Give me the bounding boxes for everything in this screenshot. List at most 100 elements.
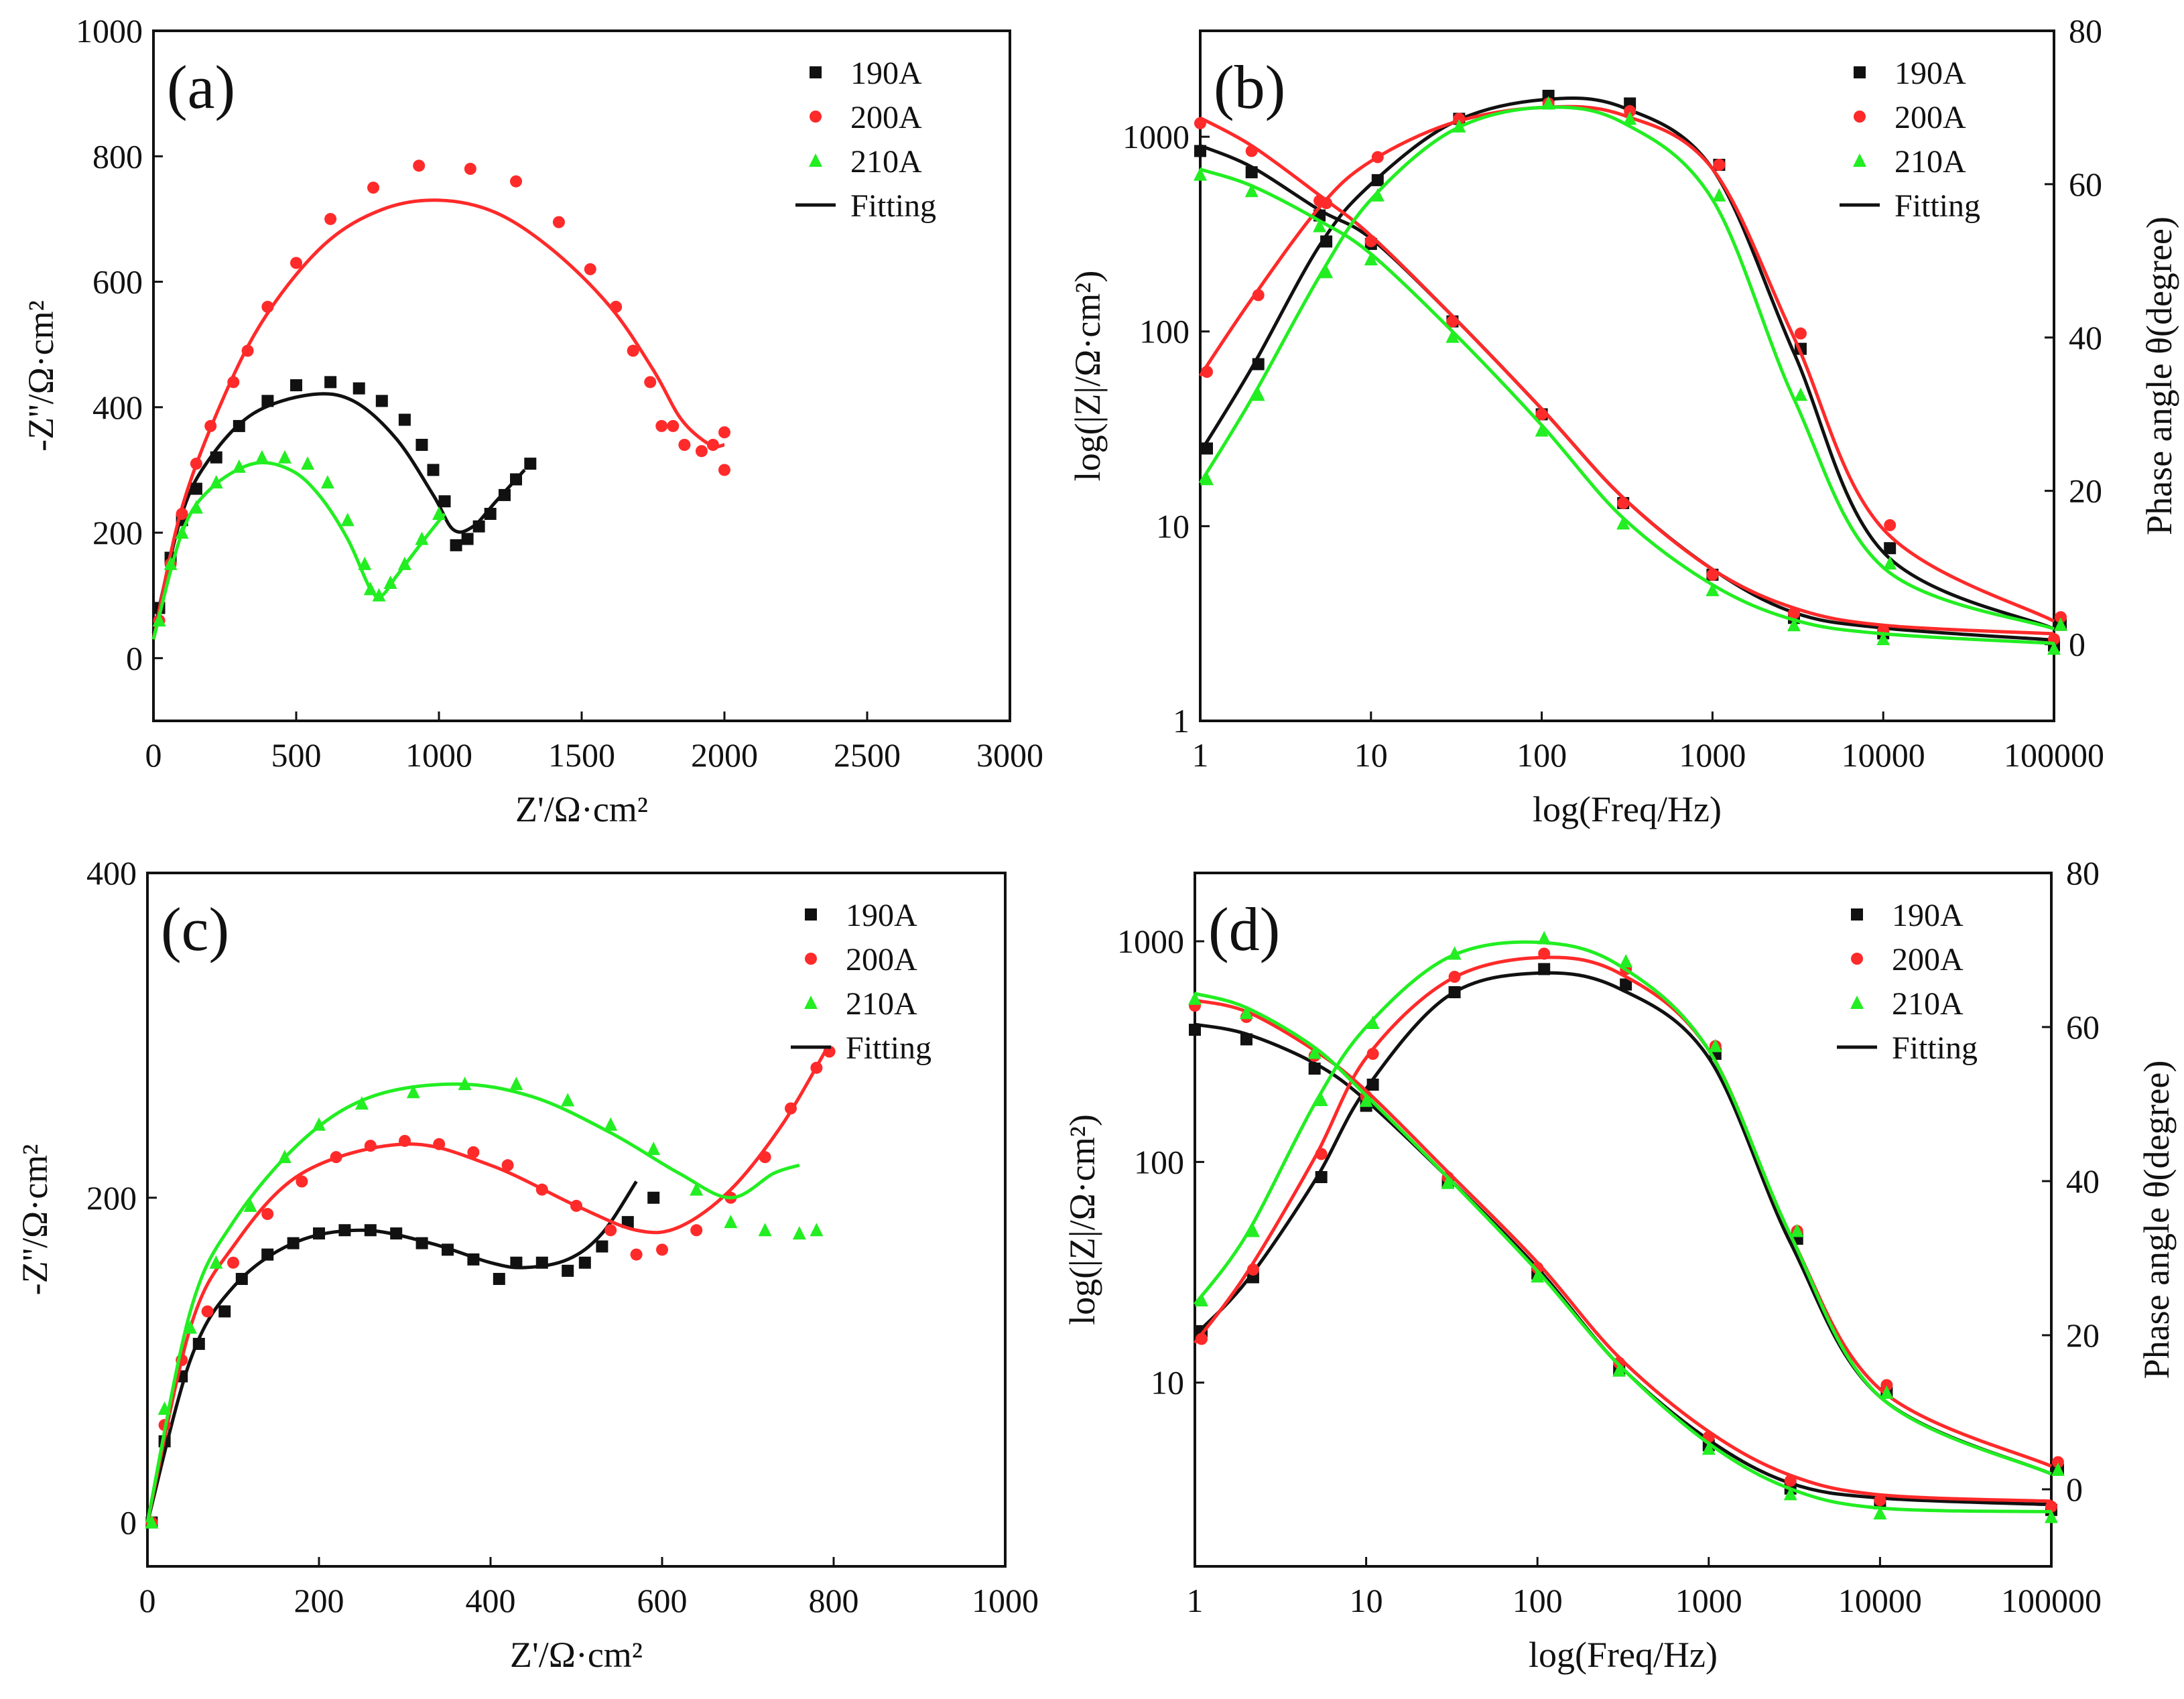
data-point-210A xyxy=(647,1142,661,1156)
data-point-190A xyxy=(535,1256,548,1269)
x-tick-label: 10000 xyxy=(1842,736,1925,774)
phase-point-200A xyxy=(1201,366,1213,378)
data-point-200A xyxy=(667,419,680,432)
x-tick-label: 200 xyxy=(294,1582,344,1619)
panel-label: (b) xyxy=(1214,53,1285,121)
phase-point-200A xyxy=(1315,1148,1328,1160)
x-tick-label: 1000 xyxy=(1679,736,1746,774)
data-point-210A xyxy=(175,525,189,539)
data-point-200A xyxy=(718,426,730,439)
modulus-point-210A xyxy=(1446,329,1460,343)
y-tick-label: 0 xyxy=(126,639,143,677)
data-point-200A xyxy=(535,1183,548,1196)
y2-tick-label: 20 xyxy=(2069,472,2102,510)
y2-tick-label: 80 xyxy=(2069,12,2102,50)
legend-item-200a: 200A xyxy=(1851,942,1964,977)
data-point-210A xyxy=(561,1093,575,1107)
legend-marker xyxy=(809,153,822,167)
series-210A xyxy=(145,1077,824,1529)
modulus-point-210A xyxy=(1307,1045,1322,1059)
fit-line-phase-210A xyxy=(1193,940,2053,1476)
panel-label: (d) xyxy=(1208,895,1280,963)
legend-item-fitting: Fitting xyxy=(1837,1030,1978,1066)
data-point-210A xyxy=(243,1198,257,1212)
data-point-200A xyxy=(759,1151,771,1164)
x-tick-label: 800 xyxy=(809,1582,859,1619)
data-point-200A xyxy=(190,458,202,470)
data-point-190A xyxy=(324,376,337,389)
data-point-210A xyxy=(792,1226,806,1240)
legend-label: Fitting xyxy=(850,188,936,224)
y-axis-label: log(|Z|/Ω·cm²) xyxy=(1062,1114,1102,1325)
data-point-210A xyxy=(372,588,386,602)
y-axis-label: -Z''/Ω·cm² xyxy=(15,1144,55,1296)
modulus-point-200A xyxy=(1364,234,1377,247)
data-point-190A xyxy=(510,1256,523,1269)
data-point-190A xyxy=(210,451,222,464)
phase-point-200A xyxy=(1794,327,1807,340)
x-tick-label: 10 xyxy=(1354,736,1388,774)
legend-label: 210A xyxy=(1892,986,1964,1022)
data-point-190A xyxy=(233,419,245,432)
legend-label: 210A xyxy=(1894,144,1966,180)
phase-point-200A xyxy=(1538,947,1551,960)
y2-tick-label: 0 xyxy=(2066,1471,2083,1508)
phase-point-210A xyxy=(1883,556,1897,570)
x-tick-label: 1 xyxy=(1192,736,1209,774)
phase-point-210A xyxy=(1541,96,1555,110)
data-point-210A xyxy=(810,1223,824,1237)
legend-label: 200A xyxy=(1892,942,1964,977)
series-190A xyxy=(145,1180,660,1529)
legend-item-190a: 190A xyxy=(1851,898,1964,933)
legend-item-210a: 210A xyxy=(1850,986,1964,1022)
y-tick-label: 100 xyxy=(1134,1143,1184,1180)
data-point-200A xyxy=(296,1175,308,1188)
data-point-190A xyxy=(415,439,428,451)
phase-point-210A xyxy=(1366,1016,1380,1029)
modulus-point-200A xyxy=(1531,1262,1544,1274)
x-tick-label: 100 xyxy=(1513,1582,1563,1619)
x-tick-label: 1000 xyxy=(972,1582,1039,1619)
phase-point-210A xyxy=(2051,1463,2065,1476)
data-point-200A xyxy=(290,257,302,269)
phase-point-210A xyxy=(1320,265,1334,279)
data-point-210A xyxy=(320,475,334,489)
phase-point-200A xyxy=(1453,113,1466,125)
phase-point-200A xyxy=(1246,1264,1259,1276)
y-tick-label: 100 xyxy=(1139,313,1190,350)
y-tick-label: 10 xyxy=(1156,507,1190,545)
data-point-190A xyxy=(261,395,274,407)
panel-d: 1 10 100 1000 10000 100000101001000020406080l… xyxy=(1062,854,2177,1675)
x-tick-label: 1000 xyxy=(405,736,472,774)
modulus-point-210A xyxy=(1313,218,1327,232)
data-point-200A xyxy=(464,163,476,175)
x-axis-label: Z'/Ω·cm² xyxy=(510,1635,643,1675)
data-point-210A xyxy=(209,1255,223,1269)
data-point-190A xyxy=(621,1216,634,1229)
x-tick-label: 600 xyxy=(637,1582,688,1619)
phase-point-200A xyxy=(1624,105,1636,117)
legend-item-fitting: Fitting xyxy=(791,1030,932,1066)
y-axis-label: log(|Z|/Ω·cm²) xyxy=(1068,271,1108,482)
data-point-200A xyxy=(718,464,730,476)
x-tick-label: 400 xyxy=(466,1582,516,1619)
legend-label: 210A xyxy=(846,986,917,1022)
data-point-210A xyxy=(209,475,223,489)
phase-point-210A xyxy=(1619,954,1633,967)
phase-point-210A xyxy=(1314,1093,1328,1106)
data-point-190A xyxy=(390,1227,403,1240)
x-tick-label: 2000 xyxy=(691,736,758,774)
phase-point-210A xyxy=(1712,188,1726,202)
y-tick-label: 1000 xyxy=(76,12,143,50)
data-point-210A xyxy=(415,531,429,545)
data-point-200A xyxy=(690,1224,703,1237)
legend-label: Fitting xyxy=(846,1030,932,1066)
legend-marker xyxy=(805,908,817,921)
series-190A xyxy=(151,376,537,634)
fit-line-phase-210A xyxy=(1198,105,2055,631)
data-point-210A xyxy=(690,1182,704,1196)
panel-b: 1 10 100 1000 10000 1000001101001000020406080… xyxy=(1068,12,2179,829)
data-point-190A xyxy=(442,1243,454,1256)
data-point-190A xyxy=(352,382,365,395)
